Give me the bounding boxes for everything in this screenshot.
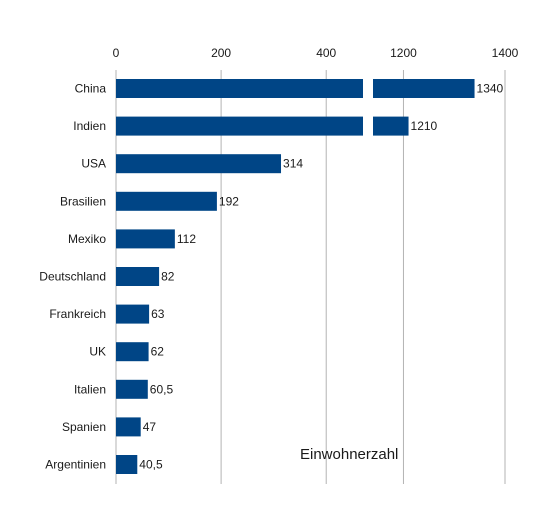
category-label: UK	[89, 345, 106, 359]
category-label: Spanien	[62, 420, 106, 434]
value-label: 63	[151, 307, 165, 321]
value-label: 47	[143, 420, 157, 434]
x-tick-label: 0	[113, 46, 120, 60]
bar-segment-left	[116, 79, 363, 98]
x-tick-label: 200	[211, 46, 231, 60]
value-label: 1210	[411, 119, 438, 133]
bar-segment-right	[373, 116, 409, 136]
bar	[116, 267, 160, 286]
category-labels: China Indien USA Brasilien Mexiko Deutschland…	[39, 82, 106, 472]
x-tick-label: 1200	[390, 46, 417, 60]
bars	[116, 79, 475, 474]
x-axis-title: Einwohnerzahl	[300, 446, 398, 463]
category-label: Mexiko	[68, 232, 106, 246]
category-label: Brasilien	[60, 194, 106, 208]
bar-segment-left	[116, 116, 363, 136]
value-label: 82	[161, 270, 175, 284]
gridlines	[115, 70, 506, 484]
bar-segment-right	[373, 79, 475, 98]
x-tick-label: 400	[316, 46, 336, 60]
value-label: 314	[283, 157, 303, 171]
value-label: 40,5	[139, 458, 163, 472]
value-label: 1340	[477, 82, 504, 96]
bar	[116, 455, 138, 474]
x-axis-ticks: 0 200 400 1200 1400	[113, 46, 519, 60]
bar	[116, 191, 217, 211]
x-tick-label: 1400	[492, 46, 519, 60]
category-label: USA	[81, 157, 106, 171]
category-label: Argentinien	[45, 458, 106, 472]
value-labels: 1340 1210 314 192 112 82 63 62 60,5 47 40,5	[139, 82, 503, 472]
value-label: 192	[219, 194, 239, 208]
bar	[116, 379, 148, 399]
category-label: Italien	[74, 382, 106, 396]
bar	[116, 154, 282, 174]
bar	[116, 417, 141, 437]
value-label: 60,5	[150, 382, 174, 396]
category-label: Deutschland	[39, 270, 106, 284]
bar	[116, 342, 149, 362]
category-label: China	[75, 82, 107, 96]
value-label: 112	[177, 232, 196, 246]
bar	[116, 229, 175, 249]
category-label: Frankreich	[49, 307, 106, 321]
bar	[116, 304, 150, 324]
value-label: 62	[151, 345, 165, 359]
category-label: Indien	[73, 119, 106, 133]
